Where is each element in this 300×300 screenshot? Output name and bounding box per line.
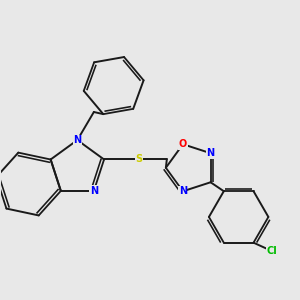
Text: N: N — [90, 186, 98, 196]
Text: N: N — [179, 186, 187, 196]
Text: O: O — [179, 139, 187, 149]
Text: Cl: Cl — [266, 246, 277, 256]
Text: N: N — [73, 135, 81, 145]
Text: N: N — [206, 148, 215, 158]
Text: S: S — [135, 154, 142, 164]
